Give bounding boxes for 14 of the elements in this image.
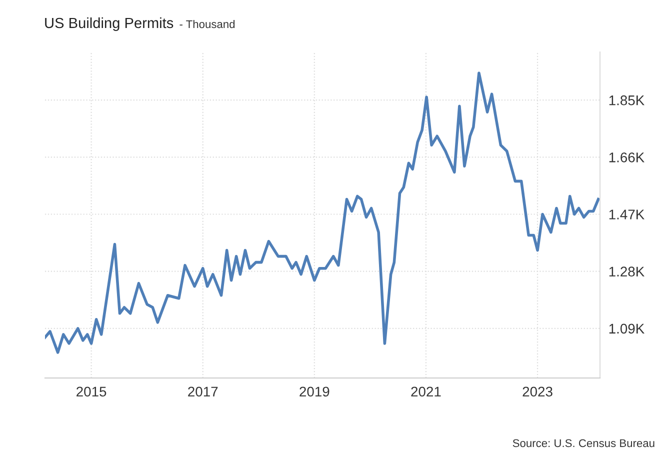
y-tick-label: 1.09K [609, 324, 644, 334]
x-tick-label: 2017 [188, 386, 218, 397]
chart-title: US Building Permits [45, 17, 174, 32]
x-tick-label: 2015 [76, 386, 106, 397]
x-tick-label: 2019 [300, 386, 330, 397]
y-tick-label: 1.28K [609, 266, 644, 277]
x-tick-label: 2021 [411, 386, 441, 397]
x-tick-label: 2023 [522, 386, 552, 397]
y-tick-label: 1.66K [609, 152, 644, 162]
y-tick-label: 1.47K [609, 210, 644, 220]
source-note: Source: U.S. Census Bureau [512, 439, 654, 448]
line-series [45, 72, 600, 354]
chart-subtitle: - Thousand [180, 20, 235, 28]
y-tick-label: 1.85K [609, 95, 644, 106]
